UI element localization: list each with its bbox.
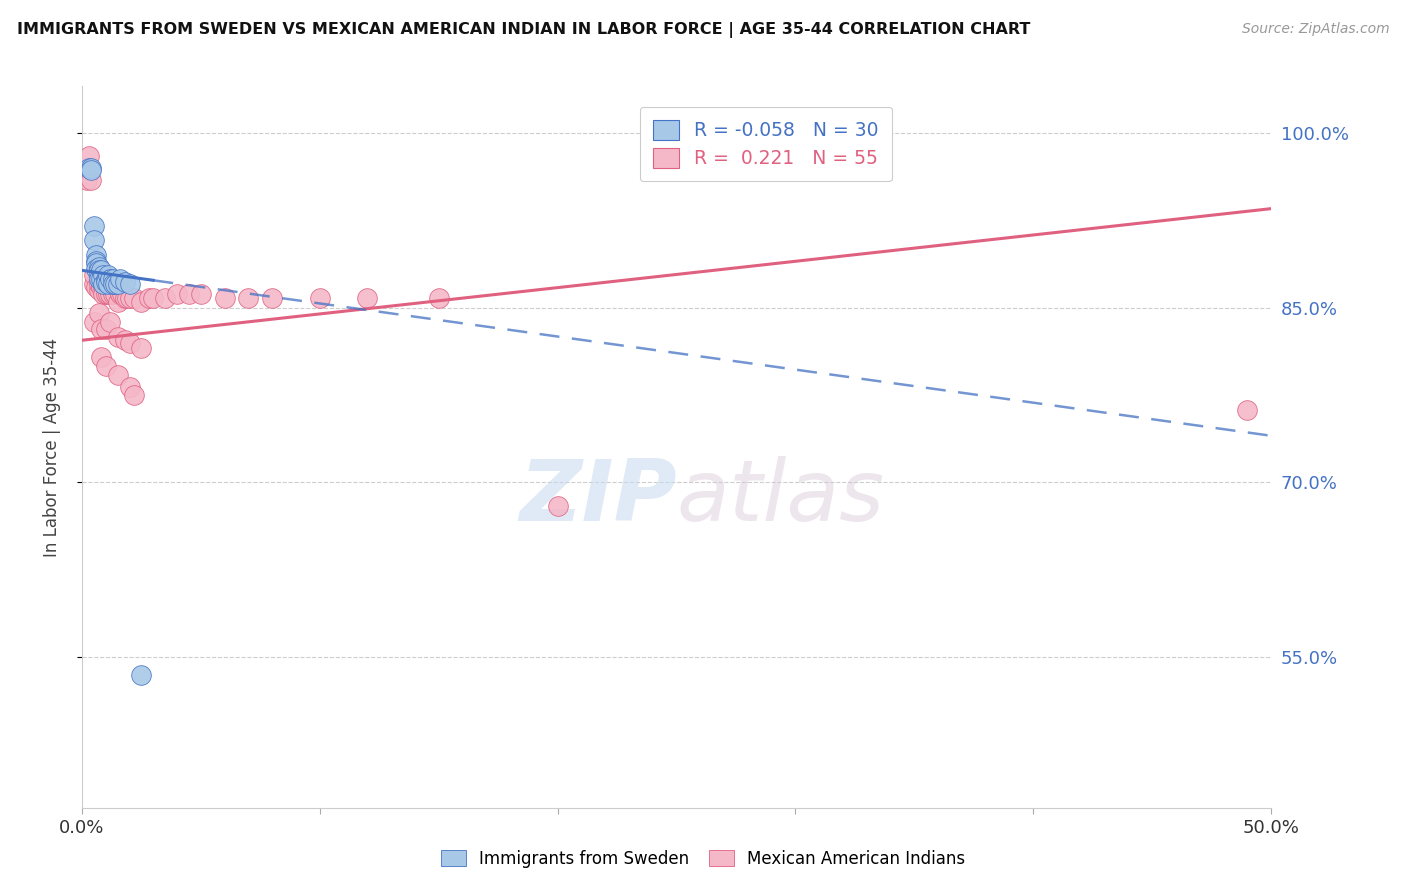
Point (124, 388, 146, 402)
Point (80, 163, 103, 178)
Point (118, 335, 141, 350)
Point (94, 277, 117, 292)
Point (94, 321, 117, 335)
Point (90, 350, 112, 364)
Point (87, 263, 110, 277)
Point (1236, 403, 1258, 417)
Point (90, 279, 112, 293)
Point (118, 380, 141, 394)
Point (90, 271, 112, 285)
Point (87, 271, 110, 285)
Point (93, 268, 115, 282)
Point (107, 368, 129, 383)
Point (104, 277, 127, 292)
Point (83, 219, 105, 233)
Point (238, 291, 260, 305)
Point (94, 271, 117, 285)
Point (107, 277, 129, 292)
Point (115, 291, 138, 305)
Point (547, 499, 569, 513)
Point (214, 291, 236, 305)
Point (94, 286, 117, 301)
Point (87, 277, 110, 292)
Point (83, 315, 105, 329)
Y-axis label: In Labor Force | Age 35-44: In Labor Force | Age 35-44 (44, 338, 60, 557)
Point (90, 277, 112, 292)
Point (87, 283, 110, 297)
Legend: Immigrants from Sweden, Mexican American Indians: Immigrants from Sweden, Mexican American… (434, 844, 972, 875)
Point (107, 294, 129, 309)
Text: Source: ZipAtlas.com: Source: ZipAtlas.com (1241, 22, 1389, 37)
Point (107, 330, 129, 344)
Point (93, 279, 115, 293)
Point (101, 271, 124, 285)
Point (104, 286, 127, 301)
Point (114, 275, 136, 289)
Point (427, 291, 450, 305)
Point (90, 321, 112, 335)
Point (87, 260, 110, 274)
Text: ZIP: ZIP (519, 457, 676, 540)
Point (101, 277, 124, 292)
Point (356, 291, 378, 305)
Point (84, 262, 107, 277)
Point (87, 306, 110, 320)
Point (142, 291, 165, 305)
Point (166, 286, 188, 301)
Point (177, 286, 200, 301)
Point (83, 268, 105, 282)
Point (108, 271, 131, 285)
Point (97, 268, 120, 282)
Point (153, 291, 176, 305)
Point (131, 294, 153, 309)
Point (114, 291, 136, 305)
Point (97, 286, 120, 301)
Point (138, 291, 160, 305)
Point (114, 333, 136, 347)
Point (84, 248, 107, 262)
Point (80, 172, 103, 186)
Point (100, 315, 122, 329)
Point (190, 286, 212, 301)
Point (84, 256, 107, 270)
Point (97, 277, 120, 292)
Point (76, 172, 98, 186)
Point (118, 291, 141, 305)
Point (100, 279, 122, 293)
Point (87, 268, 110, 282)
Point (308, 291, 330, 305)
Text: atlas: atlas (676, 457, 884, 540)
Point (131, 667, 153, 681)
Point (77, 149, 100, 163)
Point (108, 286, 131, 301)
Point (93, 277, 115, 292)
Point (124, 291, 146, 305)
Point (262, 291, 284, 305)
Text: IMMIGRANTS FROM SWEDEN VS MEXICAN AMERICAN INDIAN IN LABOR FORCE | AGE 35-44 COR: IMMIGRANTS FROM SWEDEN VS MEXICAN AMERIC… (17, 22, 1031, 38)
Point (101, 286, 124, 301)
Point (90, 263, 112, 277)
Point (93, 286, 115, 301)
Point (111, 286, 134, 301)
Point (83, 233, 105, 247)
Point (118, 277, 141, 292)
Point (100, 271, 122, 285)
Point (83, 277, 105, 292)
Point (100, 286, 122, 301)
Legend: R = -0.058   N = 30, R =  0.221   N = 55: R = -0.058 N = 30, R = 0.221 N = 55 (640, 106, 891, 181)
Point (94, 359, 117, 373)
Point (94, 275, 117, 289)
Point (131, 342, 153, 356)
Point (84, 279, 107, 293)
Point (77, 161, 100, 175)
Point (80, 161, 103, 175)
Point (84, 254, 107, 268)
